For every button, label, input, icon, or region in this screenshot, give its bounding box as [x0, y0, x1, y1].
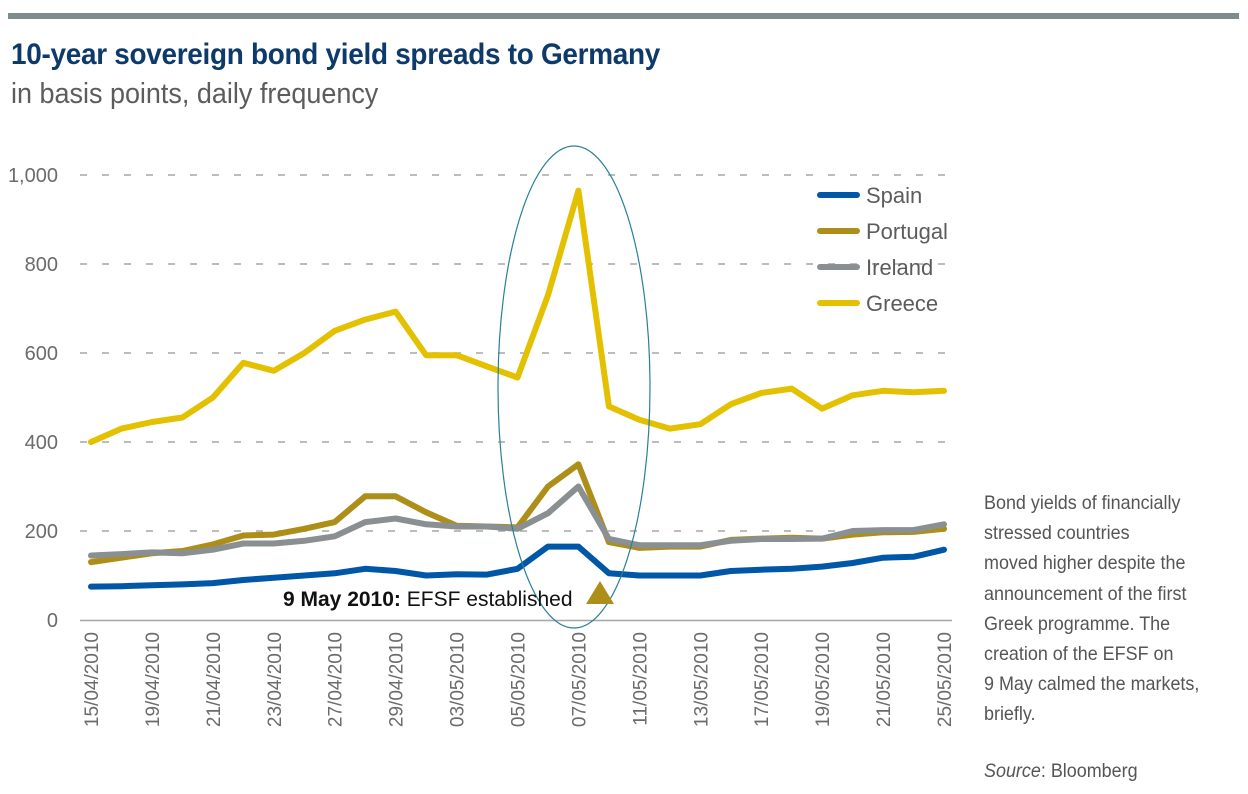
gridlines [80, 174, 952, 532]
legend-item-greece: Greece [817, 291, 938, 316]
y-tick-label: 200 [25, 521, 58, 543]
annotation-text: 9 May 2010: EFSF established [283, 588, 573, 611]
highlight-ellipse [497, 145, 651, 629]
x-tick-label: 27/04/2010 [326, 632, 347, 727]
annotation-label: EFSF established [401, 588, 573, 611]
commentary-line: announcement of the first [984, 582, 1187, 605]
efsf-annotation: 9 May 2010: EFSF established [283, 581, 614, 611]
x-tick-label: 13/05/2010 [691, 632, 712, 727]
x-tick-label: 25/05/2010 [935, 632, 956, 727]
y-tick-label: 400 [25, 432, 58, 454]
series-line-spain [88, 543, 947, 590]
series-lines [88, 187, 947, 590]
commentary-line: 9 May calmed the markets, [984, 673, 1200, 696]
x-axis: 15/04/2010 19/04/2010 21/04/2010 23/04/2010… [82, 632, 956, 727]
legend-label: Spain [866, 183, 922, 208]
commentary-line: moved higher despite the [984, 552, 1186, 575]
legend-item-portugal: Portugal [817, 219, 948, 244]
commentary-text: Bond yields of financially stressed coun… [984, 488, 1223, 730]
legend-item-spain: Spain [817, 183, 922, 208]
legend: Spain Portugal Ireland Greece [817, 183, 948, 316]
legend-label: Ireland [866, 255, 933, 280]
y-tick-label: 0 [47, 610, 58, 632]
legend-label: Greece [866, 291, 938, 316]
y-axis: 0 200 400 600 800 1,000 [8, 165, 58, 632]
source-label: Source [984, 760, 1041, 782]
x-tick-label: 03/05/2010 [448, 632, 469, 727]
commentary-line: Bond yields of financially [984, 492, 1181, 514]
commentary-line: briefly. [984, 703, 1036, 726]
x-tick-label: 21/04/2010 [204, 632, 225, 727]
x-tick-label: 05/05/2010 [509, 632, 530, 727]
series-line-greece [88, 187, 947, 445]
x-tick-label: 19/04/2010 [143, 632, 164, 727]
commentary-line: creation of the EFSF on [984, 643, 1174, 666]
x-tick-label: 23/04/2010 [265, 632, 286, 727]
x-tick-label: 21/05/2010 [874, 632, 895, 727]
x-tick-label: 15/04/2010 [82, 632, 103, 727]
chart-title: 10-year sovereign bond yield spreads to … [11, 38, 660, 71]
annotation-date: 9 May 2010: [283, 588, 401, 611]
y-tick-label: 800 [25, 254, 58, 276]
x-tick-label: 07/05/2010 [569, 632, 590, 727]
x-tick-label: 11/05/2010 [630, 632, 651, 726]
source-value: : Bloomberg [1040, 760, 1138, 782]
commentary-line: stressed countries [984, 522, 1130, 545]
chart-subtitle: in basis points, daily frequency [11, 78, 379, 110]
legend-item-ireland: Ireland [817, 255, 933, 280]
y-tick-label: 600 [25, 343, 58, 365]
top-rule [8, 13, 1239, 19]
series-line-ireland [88, 483, 947, 559]
triangle-marker-icon [586, 581, 614, 604]
legend-label: Portugal [866, 219, 948, 244]
x-tick-label: 29/04/2010 [387, 632, 408, 727]
source-note: Source: Bloomberg [984, 760, 1138, 783]
y-tick-label: 1,000 [8, 165, 58, 187]
commentary-line: Greek programme. The [984, 612, 1171, 635]
x-tick-label: 17/05/2010 [752, 632, 773, 727]
x-tick-label: 19/05/2010 [813, 632, 834, 727]
